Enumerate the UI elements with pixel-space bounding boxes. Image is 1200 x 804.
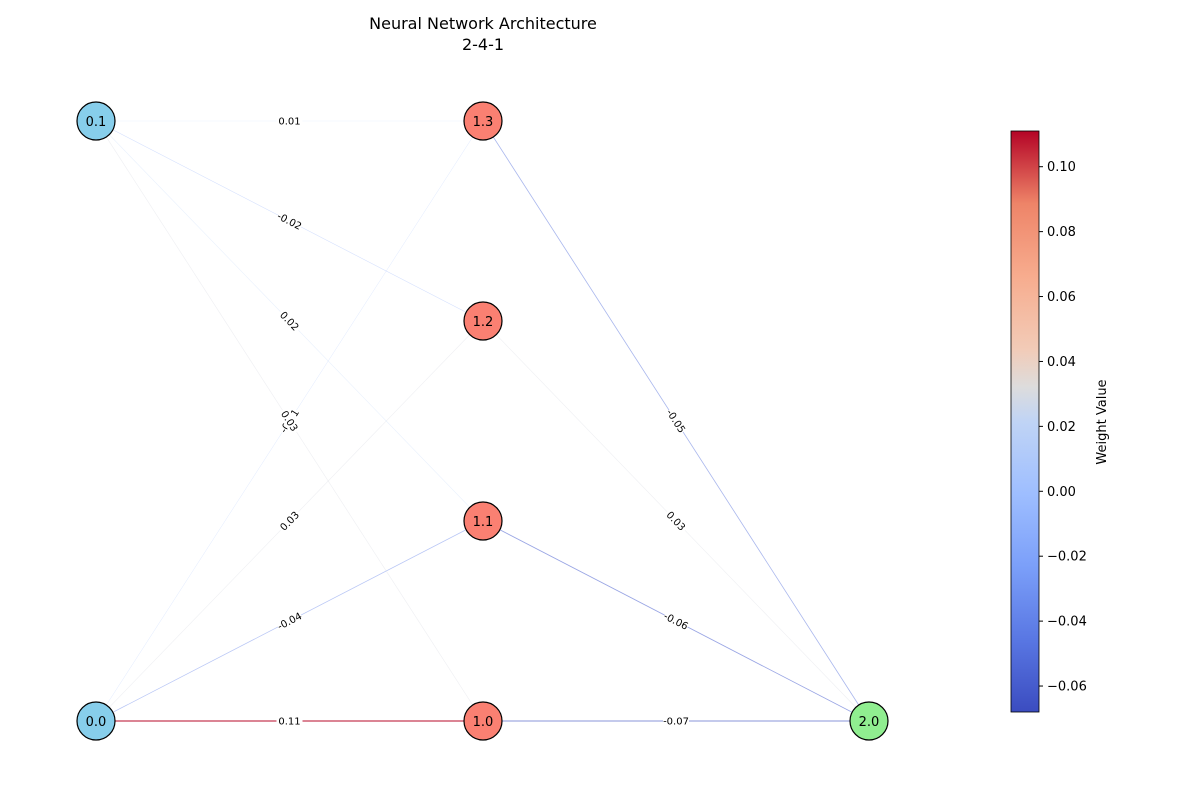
edge-label-group: 0.01 — [276, 115, 303, 128]
node-label: 1.2 — [473, 315, 494, 330]
edge-label-group: -0.06 — [661, 609, 691, 633]
edge-label-background — [276, 115, 303, 127]
edges-group — [95, 120, 870, 722]
colorbar-label: Weight Value — [1095, 379, 1110, 464]
colorbar-gradient — [1010, 130, 1040, 713]
node-1-3-circle — [463, 101, 503, 141]
edge-weight-label: 0.11 — [278, 717, 300, 728]
node-1-0-circle — [463, 701, 503, 741]
node-label: 0.0 — [86, 715, 107, 730]
colorbar-tick-label: −0.06 — [1047, 680, 1087, 695]
node-1-1-circle — [463, 501, 503, 541]
node-2-0-circle — [849, 701, 889, 741]
edge-label-background — [277, 406, 302, 436]
edge-weight-label: -0.07 — [663, 717, 689, 728]
edge-label-group: -0.07 — [663, 715, 689, 728]
edge-label-background — [661, 609, 691, 633]
edge-label-group: -0.05 — [663, 406, 689, 436]
colorbar-tick-label: −0.02 — [1047, 550, 1087, 565]
colorbar-tick-label: −0.04 — [1047, 615, 1087, 630]
title-line-2: 2-4-1 — [462, 35, 504, 54]
edge-label-group: 0.11 — [276, 715, 303, 728]
node-0-0-circle — [76, 701, 116, 741]
node-0-1-circle — [76, 101, 116, 141]
nodes-group: 0.0 0.1 1.0 1.1 1.2 1.3 2.0 — [76, 101, 889, 741]
colorbar-tick-label: 0.08 — [1047, 225, 1076, 240]
edge-label-background — [276, 715, 303, 727]
edge-label-group: -0.04 — [275, 609, 304, 633]
title-line-1: Neural Network Architecture — [369, 14, 597, 33]
colorbar-ticks: 0.10 0.08 0.06 0.04 0.02 0.00 −0.02 −0.04 −0.06 — [1039, 160, 1087, 695]
node-label: 1.0 — [473, 715, 494, 730]
edge-labels-group: 0.11-0.040.03-0.010.030.02-0.020.01-0.07… — [275, 115, 691, 728]
edge-label-background — [663, 715, 689, 727]
node-label: 1.1 — [473, 515, 494, 530]
colorbar: 0.100.080.060.040.020.00−0.02−0.04−0.06 … — [1010, 130, 1110, 713]
node-label: 1.3 — [473, 115, 494, 130]
colorbar-tick-label: 0.06 — [1047, 290, 1076, 305]
edge-label-background — [276, 307, 303, 335]
edge-label-background — [275, 609, 304, 633]
colorbar-tick-label: 0.02 — [1047, 420, 1076, 435]
edge-label-background — [275, 209, 304, 233]
node-1-2-circle — [463, 301, 503, 341]
edge-label-background — [663, 406, 689, 436]
colorbar-tick-label: 0.00 — [1047, 485, 1076, 500]
edge-weight-label: 0.01 — [278, 117, 300, 128]
colorbar-tick-label: 0.04 — [1047, 355, 1076, 370]
colorbar-tick-label: 0.10 — [1047, 160, 1076, 175]
edge-label-background — [662, 507, 690, 535]
edge-label-group: -0.02 — [275, 209, 304, 233]
node-label: 0.1 — [86, 115, 107, 130]
edge-label-background — [276, 507, 303, 535]
node-label: 2.0 — [859, 715, 880, 730]
